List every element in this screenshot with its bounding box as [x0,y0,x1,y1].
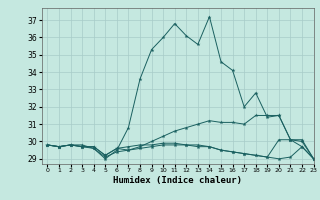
X-axis label: Humidex (Indice chaleur): Humidex (Indice chaleur) [113,176,242,185]
